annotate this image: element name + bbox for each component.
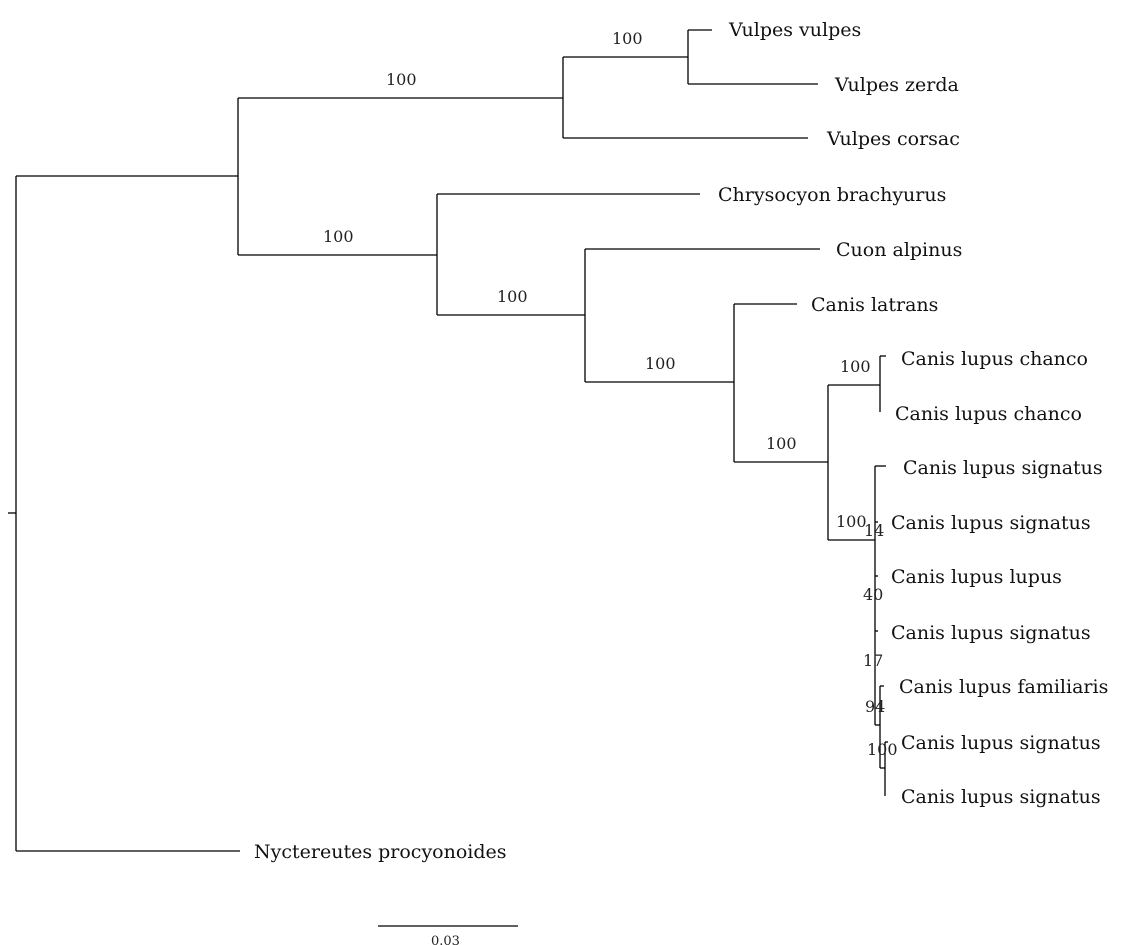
- taxon-label: Canis lupus chanco: [895, 403, 1082, 425]
- taxon-label: Canis latrans: [811, 294, 938, 316]
- support-value: 100: [386, 70, 417, 89]
- support-value: 100: [836, 512, 867, 531]
- support-value: 100: [323, 227, 354, 246]
- taxon-label: Vulpes zerda: [834, 74, 959, 96]
- support-value: 100: [867, 740, 898, 759]
- scale-bar-label: 0.03: [431, 934, 460, 945]
- support-value: 14: [864, 521, 884, 540]
- support-value: 94: [865, 697, 885, 716]
- taxon-label: Canis lupus chanco: [901, 348, 1088, 370]
- taxon-label: Canis lupus signatus: [901, 786, 1101, 808]
- taxon-label: Chrysocyon brachyurus: [718, 184, 946, 206]
- taxon-label: Cuon alpinus: [836, 239, 962, 261]
- support-value: 100: [766, 434, 797, 453]
- taxon-label: Canis lupus signatus: [891, 622, 1091, 644]
- taxon-label: Canis lupus signatus: [891, 512, 1091, 534]
- taxon-label: Vulpes corsac: [826, 128, 960, 150]
- taxon-label: Nyctereutes procyonoides: [254, 841, 507, 863]
- support-value: 100: [612, 29, 643, 48]
- support-value: 40: [863, 585, 883, 604]
- taxon-label: Canis lupus signatus: [903, 457, 1103, 479]
- support-value: 17: [863, 651, 883, 670]
- support-value: 100: [840, 357, 871, 376]
- support-value: 100: [645, 354, 676, 373]
- support-value: 100: [497, 287, 528, 306]
- taxon-label: Canis lupus signatus: [901, 732, 1101, 754]
- taxon-label: Canis lupus familiaris: [899, 676, 1108, 698]
- taxon-label: Canis lupus lupus: [891, 566, 1062, 588]
- taxon-label: Vulpes vulpes: [728, 19, 861, 41]
